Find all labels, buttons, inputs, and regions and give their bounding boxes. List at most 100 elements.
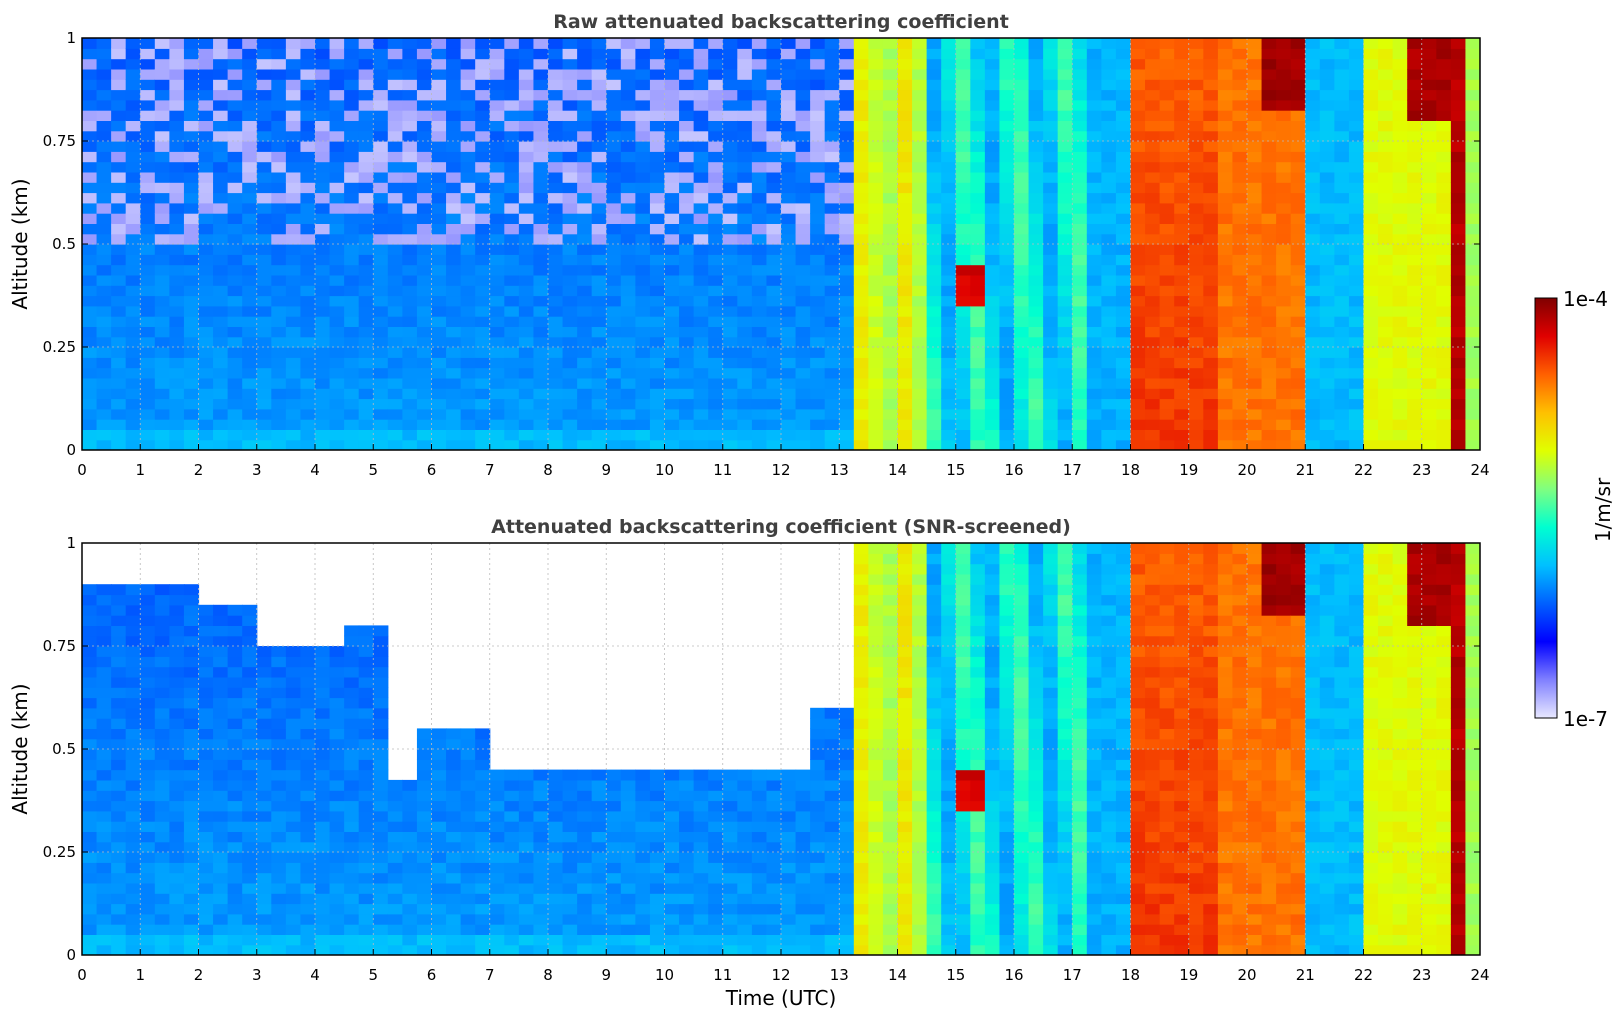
heatmap-cell [708, 48, 724, 60]
heatmap-cell [387, 429, 403, 441]
heatmap-cell [781, 171, 797, 183]
heatmap-cell [344, 718, 360, 729]
heatmap-cell [606, 357, 622, 369]
heatmap-cell [300, 202, 316, 214]
heatmap-cell [373, 429, 389, 441]
heatmap-cell [140, 377, 156, 389]
heatmap-cell [1101, 89, 1117, 101]
heatmap-cell [1290, 254, 1306, 266]
heatmap-cell [606, 790, 622, 802]
heatmap-cell [1436, 326, 1452, 338]
heatmap-cell [96, 718, 112, 729]
heatmap-cell [285, 151, 302, 163]
heatmap-cell [446, 213, 462, 224]
heatmap-cell [242, 120, 258, 132]
heatmap-cell [358, 223, 374, 235]
heatmap-cell [897, 388, 913, 400]
heatmap-cell [649, 161, 666, 173]
heatmap-cell [387, 336, 403, 348]
heatmap-cell [751, 254, 768, 266]
heatmap-cell [781, 213, 797, 224]
heatmap-cell [1203, 141, 1219, 152]
heatmap-cell [941, 151, 957, 163]
heatmap-cell [402, 79, 418, 91]
heatmap-cell [169, 810, 185, 822]
heatmap-cell [1217, 326, 1234, 338]
heatmap-cell [1407, 68, 1423, 80]
heatmap-cell [242, 872, 258, 884]
heatmap-cell [1247, 244, 1263, 255]
heatmap-cell [533, 429, 549, 441]
heatmap-cell [315, 110, 331, 121]
heatmap-cell [82, 779, 98, 791]
heatmap-cell [373, 718, 389, 729]
heatmap-cell [329, 913, 345, 925]
heatmap-cell [781, 151, 797, 163]
heatmap-cell [1407, 89, 1423, 101]
heatmap-cell [562, 347, 578, 358]
heatmap-cell [1319, 68, 1335, 80]
heatmap-cell [1319, 419, 1335, 430]
heatmap-cell [926, 99, 942, 111]
heatmap-cell [402, 862, 418, 874]
heatmap-cell [999, 48, 1015, 60]
heatmap-cell [489, 779, 505, 791]
heatmap-cell [285, 254, 302, 266]
heatmap-cell [1043, 202, 1059, 214]
heatmap-cell [402, 254, 418, 266]
heatmap-cell [402, 68, 418, 80]
heatmap-cell [1145, 419, 1161, 430]
heatmap-cell [635, 934, 651, 946]
heatmap-cell [606, 882, 622, 894]
heatmap-cell [1348, 99, 1365, 111]
heatmap-cell [285, 182, 302, 194]
heatmap-cell [1130, 398, 1146, 410]
heatmap-cell [198, 202, 214, 214]
heatmap-cell [213, 687, 229, 699]
heatmap-cell [591, 264, 607, 276]
heatmap-cell [271, 110, 287, 121]
heatmap-cell [111, 79, 127, 91]
heatmap-cell [1130, 388, 1146, 400]
heatmap-cell [489, 419, 505, 430]
heatmap-cell [256, 419, 272, 430]
heatmap-cell [999, 357, 1015, 369]
heatmap-cell [751, 110, 768, 121]
heatmap-cell [1115, 79, 1132, 91]
heatmap-cell [169, 872, 185, 884]
heatmap-cell [1217, 419, 1234, 430]
heatmap-cell [315, 656, 331, 668]
heatmap-cell [329, 934, 345, 946]
heatmap-cell [810, 151, 826, 163]
heatmap-cell [227, 862, 243, 874]
heatmap-cell [693, 48, 709, 60]
heatmap-cell [169, 656, 185, 668]
heatmap-cell [737, 182, 753, 194]
heatmap-cell [140, 924, 156, 935]
heatmap-cell [1305, 141, 1321, 152]
heatmap-cell [1334, 326, 1350, 338]
heatmap-cell [1334, 110, 1350, 121]
heatmap-cell [708, 388, 724, 400]
heatmap-cell [912, 398, 928, 410]
heatmap-cell [169, 831, 185, 843]
heatmap-cell [460, 99, 476, 111]
heatmap-cell [1101, 326, 1117, 338]
heatmap-cell [810, 388, 826, 400]
x-tick-label: 22 [1354, 461, 1373, 479]
heatmap-cell [416, 810, 433, 822]
heatmap-cell [489, 882, 505, 894]
heatmap-cell [344, 893, 360, 905]
heatmap-cell [140, 584, 156, 596]
heatmap-cell [256, 439, 272, 450]
heatmap-cell [1319, 223, 1335, 235]
heatmap-cell [781, 120, 797, 132]
heatmap-cell [402, 800, 418, 812]
heatmap-cell [169, 151, 185, 163]
heatmap-cell [620, 841, 636, 853]
heatmap-cell [1072, 79, 1088, 91]
heatmap-cell [82, 852, 98, 863]
heatmap-cell [1174, 48, 1190, 60]
heatmap-cell [1261, 357, 1277, 369]
heatmap-cell [256, 790, 272, 802]
